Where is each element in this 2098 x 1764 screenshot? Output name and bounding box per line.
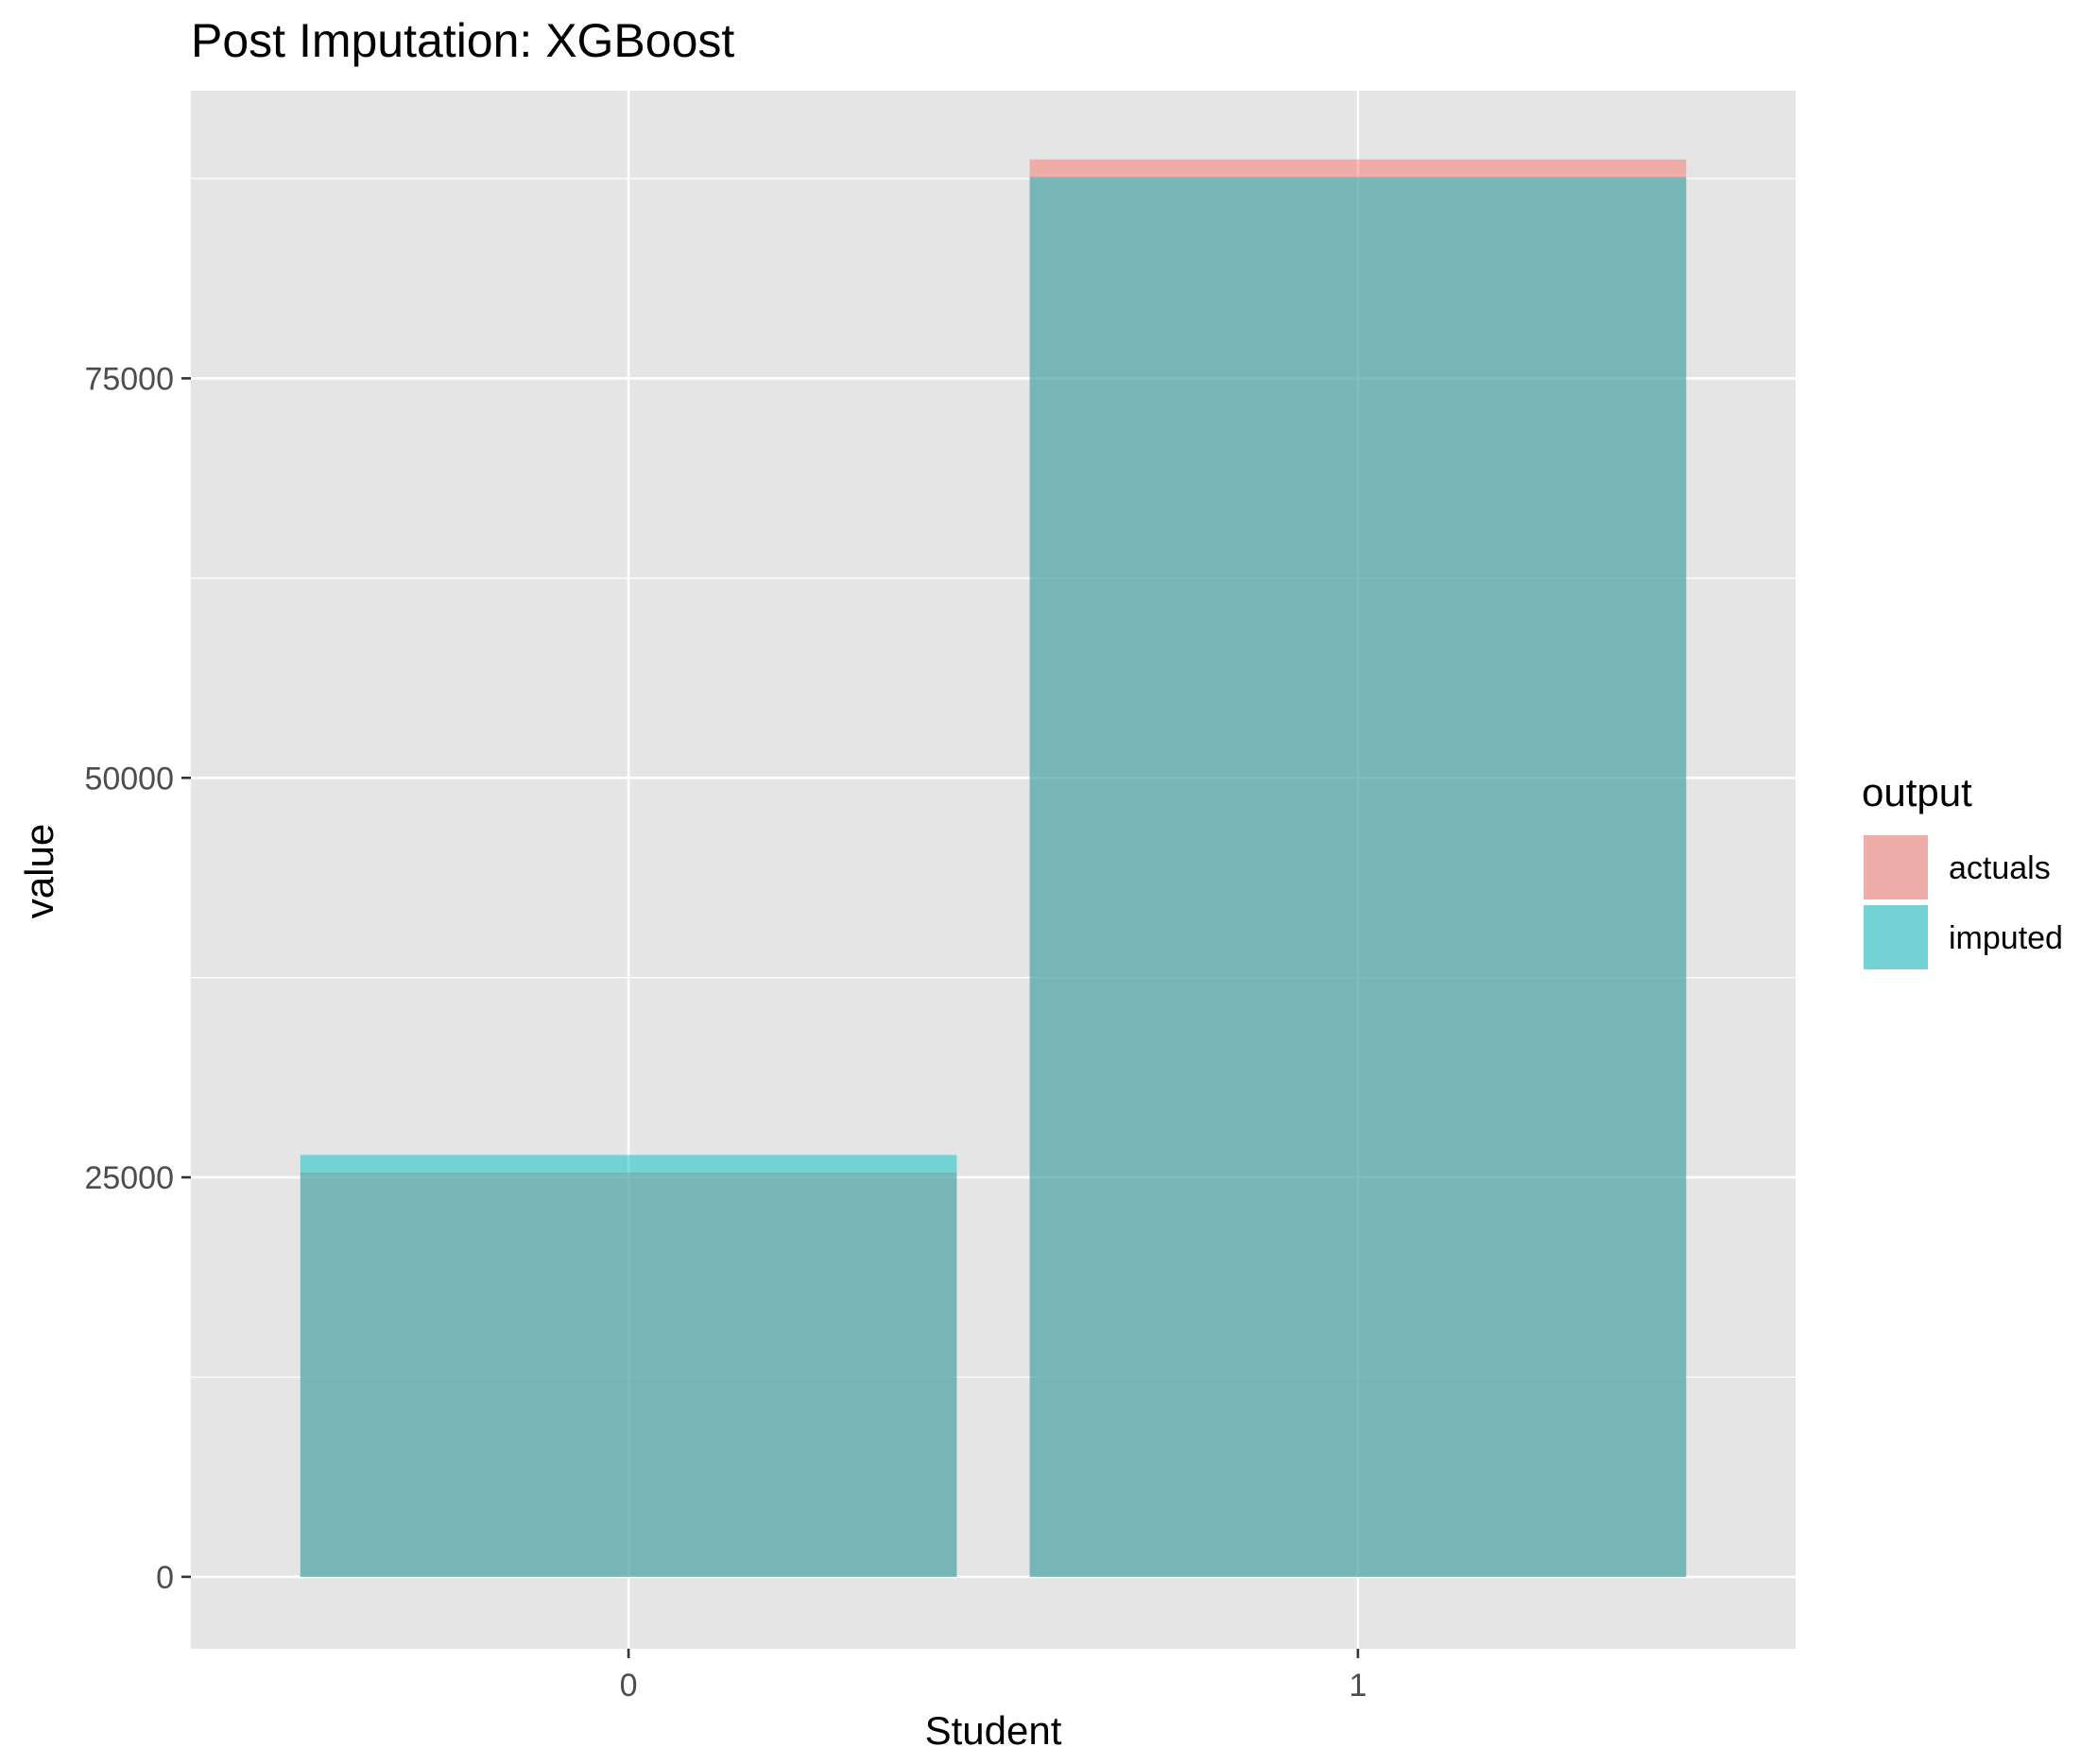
legend: actuals imputed (1864, 835, 2063, 969)
legend-key-imputed (1864, 905, 1928, 969)
plot-area: 0 25000 50000 75000 0 1 (84, 91, 1796, 1704)
x-tick-label: 0 (620, 1668, 638, 1704)
y-tick-label: 75000 (84, 361, 174, 397)
bar-imputed (1029, 177, 1687, 1577)
bar-imputed (300, 1155, 957, 1577)
y-axis-title: value (17, 824, 61, 918)
legend-key-actuals (1864, 835, 1928, 899)
y-tick-label: 0 (156, 1560, 174, 1596)
y-tick-label: 25000 (84, 1160, 174, 1196)
x-axis-title: Student (925, 1708, 1062, 1753)
y-tick-label: 50000 (84, 761, 174, 796)
legend-label-imputed: imputed (1949, 920, 2063, 956)
x-tick-label: 1 (1349, 1668, 1367, 1704)
chart-title: Post Imputation: XGBoost (191, 14, 734, 67)
legend-title: output (1862, 770, 1972, 814)
legend-label-actuals: actuals (1949, 850, 2051, 886)
